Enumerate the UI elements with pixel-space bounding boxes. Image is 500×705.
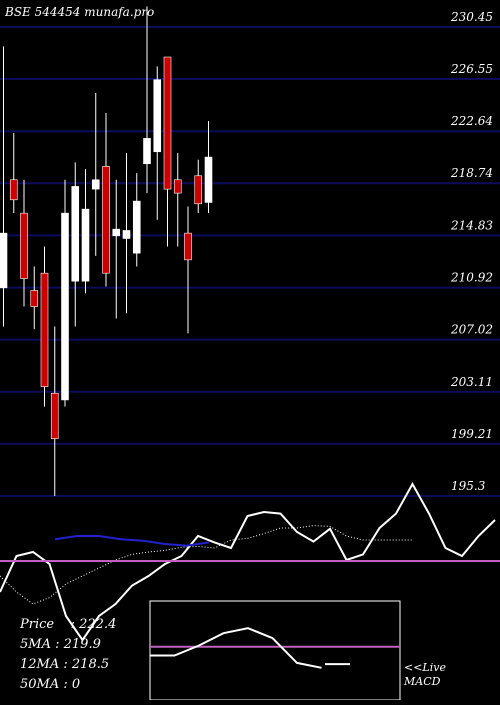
y-tick-label: 226.55	[450, 62, 493, 76]
grid-lines	[0, 26, 500, 497]
y-tick-label: 210.92	[450, 271, 493, 285]
stat-value: 218.5	[71, 657, 110, 672]
candle-body	[40, 272, 49, 387]
candle-body	[20, 212, 28, 279]
stat-value: 219.9	[63, 637, 101, 652]
stat-value: 222.4	[79, 617, 117, 632]
candle-body	[204, 156, 213, 203]
candle-body	[81, 208, 90, 282]
ma-line	[0, 481, 496, 642]
y-tick-label: 218.74	[450, 166, 493, 180]
stat-row: 12MA : 218.5	[20, 657, 109, 672]
chart-title: BSE 544454 munafa.pro	[4, 5, 154, 19]
candle-body	[173, 179, 182, 194]
candle-body	[30, 290, 39, 307]
stat-separator: :	[50, 637, 64, 652]
y-tick-label: 199.21	[451, 427, 493, 441]
candle-body	[102, 166, 110, 274]
candle-body	[91, 179, 100, 190]
y-tick-label: 195.3	[451, 479, 486, 493]
y-tick-label: 207.02	[450, 323, 493, 337]
candle-body	[112, 228, 121, 237]
stat-separator: :	[59, 677, 72, 692]
candle-body	[184, 232, 192, 261]
y-tick-label: 203.11	[450, 375, 493, 389]
y-tick-labels: 230.45 226.55 222.64 218.74 214.83 210.92 207.…	[450, 10, 493, 493]
candle-body	[9, 179, 18, 201]
candle-body	[61, 212, 69, 401]
stat-label: 50MA	[20, 677, 60, 692]
y-tick-label: 230.45	[450, 10, 493, 24]
stat-row: 5MA : 219.9	[20, 637, 101, 652]
candle-body	[0, 232, 8, 289]
candle-body	[50, 392, 59, 439]
macd-line	[150, 627, 322, 669]
macd-frame	[149, 600, 401, 701]
stat-value: 0	[71, 677, 81, 692]
stat-label: 12MA	[20, 657, 60, 672]
macd-panel	[149, 600, 401, 701]
candle-body	[71, 186, 80, 282]
y-tick-label: 222.64	[450, 114, 493, 128]
stat-separator: :	[59, 657, 72, 672]
ma-lines	[0, 481, 500, 642]
candle-body	[194, 175, 203, 205]
stat-label: Price	[20, 617, 55, 632]
candle-body	[153, 79, 162, 153]
candle-body	[132, 200, 141, 254]
macd-label: <<Live MACD	[404, 661, 446, 688]
stat-label: 5MA	[20, 637, 51, 652]
candle-body	[122, 230, 131, 239]
stat-separator: :	[54, 617, 80, 632]
candle-body	[163, 56, 172, 190]
stat-row: Price : 222.4	[20, 617, 116, 632]
ma-line	[54, 535, 210, 547]
y-tick-label: 214.83	[450, 218, 493, 232]
stat-row: 50MA : 0	[20, 677, 80, 692]
candle-body	[143, 138, 151, 165]
candles	[0, 6, 213, 496]
